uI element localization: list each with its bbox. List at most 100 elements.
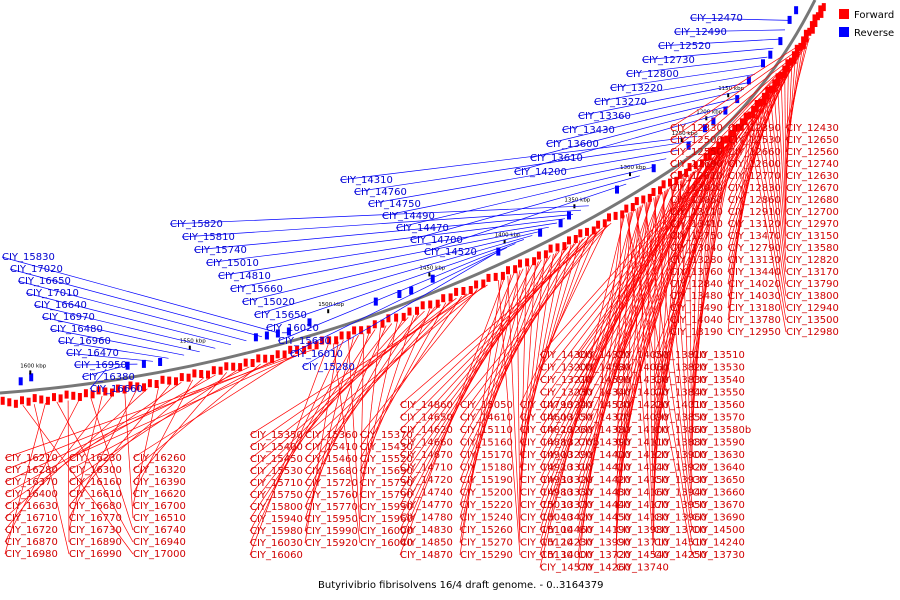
reverse-gene-mark [711, 117, 716, 126]
gene-label: CIY_14670 [400, 450, 453, 461]
callout-line [132, 363, 261, 471]
callout-line [539, 187, 671, 506]
callout-line [249, 323, 393, 508]
callout-line [577, 182, 678, 493]
callout-line [253, 235, 533, 316]
callout-line [217, 222, 557, 277]
forward-gene-mark [77, 393, 82, 401]
callout-line [459, 252, 557, 481]
scale-tick-label: 1400 kbp [495, 233, 521, 239]
gene-label: CIY_12790 [728, 243, 781, 254]
forward-gene-mark [420, 301, 425, 310]
forward-gene-mark [708, 147, 713, 156]
gene-label: CIY_16400 [5, 489, 58, 500]
forward-gene-mark [39, 395, 44, 404]
gene-label: CIY_15680 [305, 466, 358, 477]
callout-line [688, 174, 693, 468]
gene-label: CIY_14620 [400, 425, 453, 436]
callout-line [519, 240, 581, 443]
forward-gene-mark [525, 258, 530, 267]
gene-label: CIY_13960 [654, 513, 707, 524]
gene-label: CIY_13900 [654, 450, 707, 461]
forward-gene-mark [801, 40, 806, 49]
gene-label: CIY_13040 [670, 243, 723, 254]
gene-label: CIY_15720 [305, 478, 358, 489]
gene-label: CIY_14900 [520, 450, 573, 461]
callout-line [609, 65, 762, 89]
callout-line [785, 72, 789, 201]
forward-gene-mark [58, 394, 63, 403]
gene-label: CIY_14120 [616, 450, 669, 461]
callout-line [57, 340, 169, 359]
gene-label: CIY_15750 [250, 490, 303, 501]
gene-label: CIY_16640 [34, 300, 87, 311]
gene-label: CIY_13630 [692, 450, 745, 461]
forward-gene-mark [543, 250, 548, 259]
gene-label: CIY_12550 [670, 147, 723, 158]
callout-line [409, 175, 640, 241]
forward-gene-mark [532, 257, 537, 266]
callout-line [459, 278, 502, 556]
callout-line [301, 251, 499, 368]
callout-line [691, 163, 707, 443]
forward-gene-mark [769, 85, 773, 94]
forward-gene-mark [720, 141, 725, 149]
forward-gene-mark [591, 226, 596, 235]
gene-label: CIY_16060 [250, 550, 303, 561]
callout-line [657, 38, 780, 47]
callout-line [641, 47, 774, 61]
gene-label: CIY_13210 [540, 375, 593, 386]
callout-line [727, 40, 810, 129]
forward-gene-mark [486, 273, 491, 282]
gene-label: CIY_14470 [396, 223, 449, 234]
gene-label: CIY_16710 [5, 513, 58, 524]
callout-line [727, 75, 787, 213]
gene-label: CIY_12730 [642, 55, 695, 66]
gene-label: CIY_14340 [578, 388, 631, 399]
callout-line [181, 209, 582, 238]
gene-label: CIY_13060 [670, 195, 723, 206]
gene-label: CIY_12470 [690, 13, 743, 24]
callout-line [747, 123, 787, 333]
gene-label: CIY_12800 [626, 69, 679, 80]
callout-line [359, 308, 431, 472]
callout-line [304, 341, 339, 544]
gene-label: CIY_14420 [578, 475, 631, 486]
callout-line [691, 146, 725, 393]
callout-line [653, 185, 674, 493]
gene-label: CIY_15820 [170, 219, 223, 230]
forward-gene-mark [135, 382, 140, 391]
gene-label: CIY_14090 [616, 413, 669, 424]
callout-line [459, 233, 592, 431]
forward-gene-mark [668, 178, 672, 187]
genome-caption: Butyrivibrio fibrisolvens 16/4 draft gen… [318, 580, 604, 591]
gene-label: CIY_12330 [670, 123, 723, 134]
gene-label: CIY_15280 [302, 362, 355, 373]
forward-gene-mark [468, 286, 473, 294]
gene-label: CIY_15030 [520, 500, 573, 511]
forward-gene-mark [562, 242, 567, 251]
callout-line [1, 256, 278, 333]
reverse-gene-mark [615, 185, 619, 194]
gene-label: CIY_16960 [58, 336, 111, 347]
forward-gene-mark [810, 25, 815, 34]
forward-gene-mark [96, 386, 101, 395]
callout-line [669, 48, 805, 153]
forward-gene-mark [493, 272, 498, 281]
forward-gene-mark [13, 399, 18, 408]
callout-line [90, 397, 134, 531]
reverse-gene-mark [141, 359, 146, 368]
gene-label: CIY_13850 [654, 413, 707, 424]
callout-line [615, 212, 631, 556]
callout-line [359, 333, 365, 520]
gene-label: CIY_15990 [305, 526, 358, 537]
gene-label: CIY_14510 [654, 538, 707, 549]
gene-label: CIY_12660 [728, 147, 781, 158]
gene-label: CIY_15410 [305, 442, 358, 453]
callout-lines [1, 17, 811, 568]
gene-label: CIY_15760 [305, 490, 358, 501]
scale-tick-label: 1600 kbp [20, 363, 46, 369]
forward-gene-mark [334, 336, 339, 345]
forward-gene-mark [52, 393, 56, 402]
callout-line [539, 204, 644, 543]
